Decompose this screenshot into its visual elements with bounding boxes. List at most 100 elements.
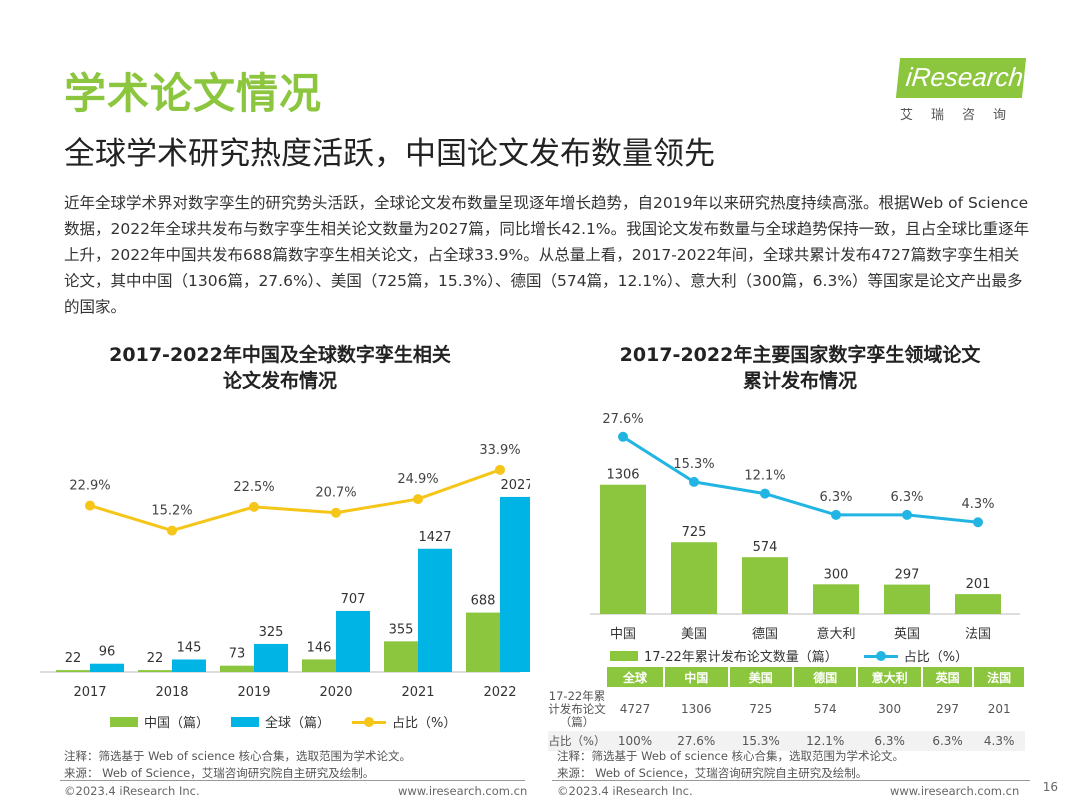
right-chart: 1306 中国 725 美国 574 德国 300 意大利 297 英国 201 法国 27.6% 15.… xyxy=(590,412,1020,642)
left-chart-title-line1: 2017-2022年中国及全球数字孪生相关 xyxy=(109,344,451,366)
table-cell: 27.6% xyxy=(664,731,729,751)
right-url: www.iresearch.com.cn xyxy=(890,784,1020,798)
legend-cumulative-swatch xyxy=(610,650,638,661)
x-tick-label: 2020 xyxy=(319,685,352,700)
share-point xyxy=(689,476,699,487)
right-chart-title-line1: 2017-2022年主要国家数字孪生领域论文 xyxy=(619,344,981,366)
table-cell: 574 xyxy=(813,701,837,716)
share-line xyxy=(622,435,979,524)
cumulative-bar xyxy=(955,594,1001,614)
global-value-label: 2027 xyxy=(500,478,530,493)
legend-share-right-label: 占比（%） xyxy=(903,650,969,665)
share-point xyxy=(331,507,341,518)
cumulative-value-label: 574 xyxy=(753,540,778,555)
share-point xyxy=(831,509,841,520)
global-value-label: 145 xyxy=(177,640,202,655)
china-value-label: 73 xyxy=(229,647,246,662)
left-note: 注释：筛选基于 Web of science 核心合集，选取范围为学术论文。 xyxy=(64,749,412,763)
share-label: 22.9% xyxy=(69,479,110,494)
x-tick-label: 法国 xyxy=(965,627,991,642)
global-value-label: 1427 xyxy=(418,530,451,545)
share-label: 6.3% xyxy=(819,490,852,505)
share-point xyxy=(495,464,505,475)
iresearch-logo: iResearch xyxy=(895,58,1027,98)
cumulative-value-label: 1306 xyxy=(606,468,639,483)
global-bar xyxy=(500,496,530,672)
table-header-cell: 意大利 xyxy=(857,667,923,687)
legend-global: 全球（篇） xyxy=(231,712,330,731)
legend-china: 中国（篇） xyxy=(110,712,209,731)
share-point xyxy=(902,509,912,520)
x-tick-label: 美国 xyxy=(681,627,707,642)
table-cell: 15.3% xyxy=(728,731,793,751)
legend-share-left-label: 占比（%） xyxy=(392,716,457,731)
global-bar xyxy=(254,643,288,672)
cumulative-bar xyxy=(742,557,788,614)
x-tick-label: 2017 xyxy=(73,685,106,700)
table-header-cell: 德国 xyxy=(793,667,859,687)
table-cell: 201 xyxy=(987,701,1011,716)
cumulative-bar xyxy=(600,484,646,614)
right-note: 注释：筛选基于 Web of science 核心合集，选取范围为学术论文。 xyxy=(557,749,905,763)
share-label: 33.9% xyxy=(479,443,520,458)
x-tick-label: 英国 xyxy=(894,627,920,642)
share-point xyxy=(249,501,259,512)
table-cell: 100% xyxy=(606,731,665,751)
table-header-cell xyxy=(548,667,607,687)
share-label: 20.7% xyxy=(315,486,356,501)
global-bar xyxy=(172,659,206,672)
table-cell: 725 xyxy=(749,701,773,716)
right-copyright: ©2023.4 iResearch Inc. xyxy=(557,784,693,798)
legend-share-left-swatch xyxy=(352,716,387,727)
table-header-cell: 英国 xyxy=(921,667,975,687)
x-tick-label: 2022 xyxy=(483,685,516,700)
legend-share-right-swatch xyxy=(863,650,898,661)
legend-cumulative-label: 17-22年累计发布论文数量（篇） xyxy=(644,650,838,665)
share-label: 27.6% xyxy=(602,412,643,427)
share-point xyxy=(413,494,423,505)
legend-share-right: 占比（%） xyxy=(863,646,969,665)
share-label: 12.1% xyxy=(744,469,785,484)
right-legend: 17-22年累计发布论文数量（篇） 占比（%） xyxy=(610,646,968,665)
global-value-label: 96 xyxy=(99,645,116,660)
global-value-label: 707 xyxy=(341,592,366,607)
legend-global-swatch xyxy=(231,716,260,727)
table-cell: 占比（%） xyxy=(548,731,606,751)
cumulative-value-label: 297 xyxy=(895,568,920,583)
china-value-label: 688 xyxy=(471,594,496,609)
china-value-label: 22 xyxy=(147,651,164,666)
cumulative-bar xyxy=(884,584,930,614)
global-bar xyxy=(90,663,124,672)
table-cell: 4.3% xyxy=(973,731,1025,751)
table-cell: 6.3% xyxy=(921,731,974,751)
left-footer-line xyxy=(60,780,525,781)
global-bar xyxy=(336,610,370,672)
table-cell: 297 xyxy=(936,701,960,716)
share-line xyxy=(89,468,501,533)
table-header-cell: 法国 xyxy=(973,667,1026,687)
table-cell: 12.1% xyxy=(793,731,858,751)
china-bar xyxy=(302,659,336,672)
table-cell: 4727 xyxy=(619,701,651,716)
table-row: 17-22年累计发布论文（篇） 4727 1306 725 574 300 29… xyxy=(548,687,1025,731)
x-tick-label: 德国 xyxy=(752,627,778,642)
page-number: 16 xyxy=(1042,780,1058,794)
share-point xyxy=(618,431,628,442)
share-point xyxy=(760,488,770,499)
cumulative-bar xyxy=(671,542,717,614)
intro-paragraph: 近年全球学术界对数字孪生的研究势头活跃，全球论文发布数量呈现逐年增长趋势，自20… xyxy=(64,194,1030,316)
china-bar xyxy=(384,641,418,672)
cumulative-value-label: 725 xyxy=(682,525,707,540)
legend-china-label: 中国（篇） xyxy=(144,716,210,731)
left-chart-title: 2017-2022年中国及全球数字孪生相关 论文发布情况 xyxy=(60,342,500,394)
share-label: 4.3% xyxy=(961,497,994,512)
data-table: 全球 中国 美国 德国 意大利 英国 法国 17-22年累计发布论文（篇） 47… xyxy=(548,667,1026,751)
logo-cn-text: 艾瑞咨询 xyxy=(900,108,1025,123)
legend-global-label: 全球（篇） xyxy=(265,716,331,731)
legend-china-swatch xyxy=(110,716,138,727)
table-header-row: 全球 中国 美国 德国 意大利 英国 法国 xyxy=(548,667,1026,687)
left-source: 来源： Web of Science，艾瑞咨询研究院自主研究及绘制。 xyxy=(64,766,375,780)
table-header-cell: 全球 xyxy=(606,667,666,687)
x-tick-label: 意大利 xyxy=(816,626,855,642)
china-bar xyxy=(466,612,500,672)
